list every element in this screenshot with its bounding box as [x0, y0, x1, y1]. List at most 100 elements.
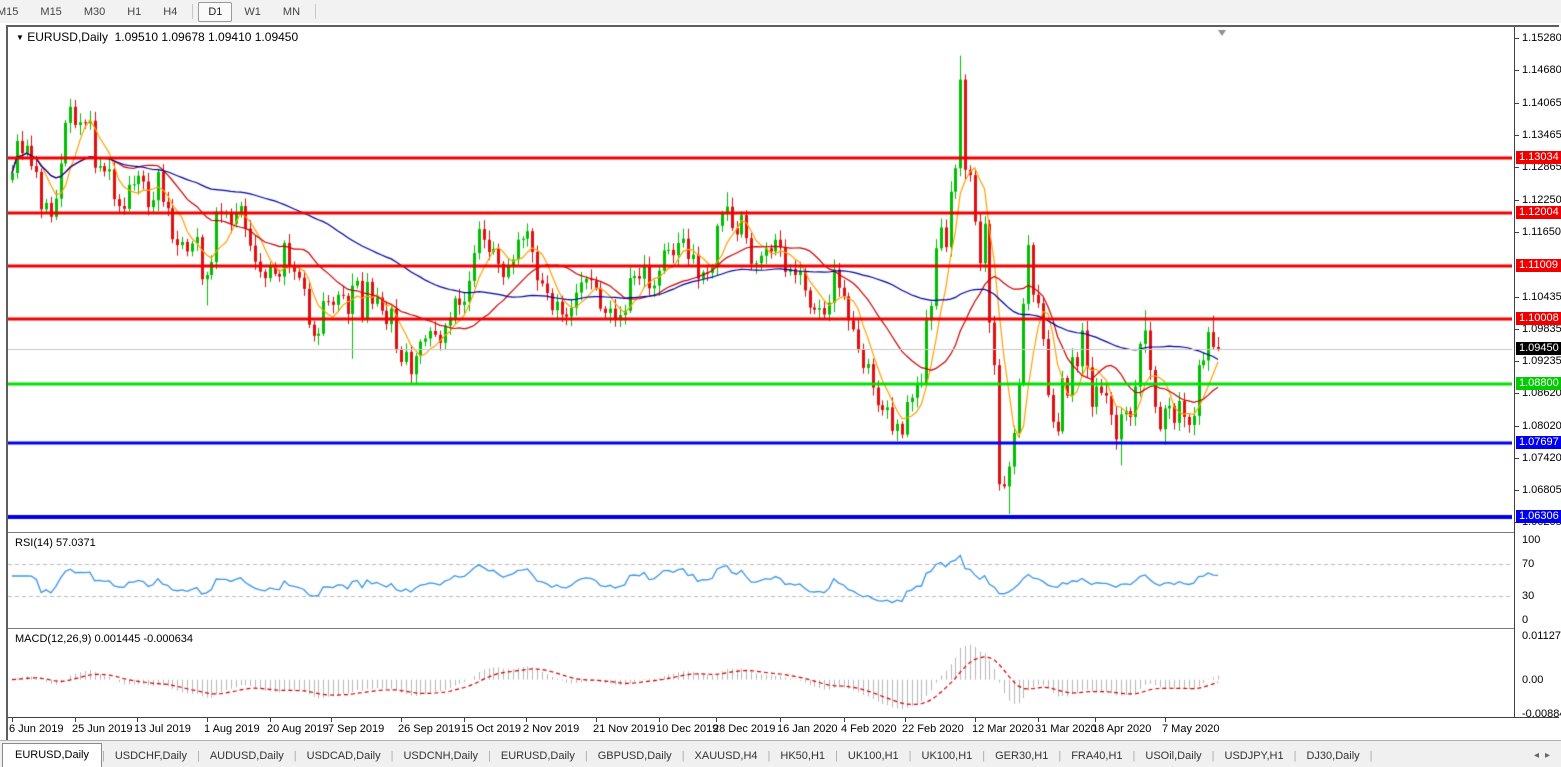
- timeframe-toolbar: M15 M15 M30 H1 H4 D1 W1 MN: [0, 0, 1561, 23]
- timeframe-button-h4[interactable]: H4: [163, 5, 178, 18]
- candlestick-chart-canvas[interactable]: [8, 27, 1512, 532]
- panel-separator[interactable]: [8, 532, 1559, 535]
- date-label: 15 Oct 2019: [461, 723, 521, 735]
- panel-separator[interactable]: [8, 628, 1559, 631]
- rsi-tick-label: 30: [1522, 590, 1535, 602]
- date-axis[interactable]: 6 Jun 2019 25 Jun 2019 13 Jul 2019 1 Aug 20…: [8, 717, 1559, 743]
- date-tick-mark: [75, 718, 76, 722]
- date-label: 4 Feb 2020: [841, 723, 897, 735]
- date-label: 16 Jan 2020: [777, 723, 838, 735]
- price-tick-mark: [1515, 232, 1519, 233]
- timeframe-button-m15[interactable]: M15: [40, 5, 62, 18]
- price-tick-mark: [1515, 167, 1519, 168]
- tab-separator: |: [293, 750, 297, 762]
- price-line-badge-106306: 1.06306: [1516, 510, 1561, 523]
- rsi-label: RSI(14) 57.0371: [15, 537, 96, 549]
- price-line-badge-112004: 1.12004: [1516, 206, 1561, 219]
- tab-separator: |: [488, 750, 491, 762]
- chart-tab-bar: EURUSD,Daily | USDCHF,Daily | AUDUSD,Daily | U…: [0, 740, 1561, 767]
- chart-tab-ger30-h1[interactable]: GER30,H1: [995, 750, 1049, 762]
- chart-tab-usoil-daily[interactable]: USOil,Daily: [1145, 750, 1202, 762]
- price-line-badge-113034: 1.13034: [1516, 151, 1561, 164]
- tab-separator: |: [982, 750, 986, 762]
- price-tick-mark: [1515, 297, 1519, 298]
- tab-separator: |: [584, 750, 588, 762]
- chart-tab-xauusd-h4[interactable]: XAUUSD,H4: [694, 750, 758, 762]
- date-label: 7 May 2020: [1162, 723, 1220, 735]
- chart-tab-hk50-h1[interactable]: HK50,H1: [780, 750, 826, 762]
- chart-tab-usdchf-daily[interactable]: USDCHF,Daily: [114, 750, 187, 762]
- tab-separator: |: [196, 750, 200, 762]
- chart-tab-audusd-daily[interactable]: AUDUSD,Daily: [209, 750, 284, 762]
- price-tick-label: 1.14680: [1522, 64, 1561, 76]
- timeframe-button-m30[interactable]: M30: [83, 5, 106, 18]
- price-tick-label: 1.09835: [1522, 323, 1561, 335]
- tab-separator: |: [1132, 750, 1136, 762]
- chevron-down-icon: ▼: [16, 33, 24, 42]
- price-tick-label: 1.11650: [1522, 226, 1561, 238]
- date-label: 10 Dec 2019: [656, 723, 719, 735]
- tab-separator: |: [390, 750, 394, 762]
- timeframe-button-w1[interactable]: W1: [244, 5, 261, 18]
- toolbar-separator: [315, 4, 317, 19]
- date-tick-mark: [137, 718, 138, 722]
- timeframe-button-h1[interactable]: H1: [127, 5, 142, 18]
- chart-symbol-label: EURUSD,Daily: [27, 30, 108, 44]
- chart-tab-eurusd-daily[interactable]: EURUSD,Daily: [2, 743, 102, 767]
- price-tick-mark: [1515, 458, 1519, 459]
- timeframe-button-m15-clipped[interactable]: M15: [0, 5, 19, 18]
- date-tick-mark: [659, 718, 660, 722]
- tab-scroll-right-icon[interactable]: ▸: [1544, 750, 1550, 761]
- price-tick-mark: [1515, 490, 1519, 491]
- price-line-badge-111009: 1.11009: [1516, 259, 1561, 272]
- price-tick-mark: [1515, 135, 1519, 136]
- chart-tab-eurusd-daily[interactable]: EURUSD,Daily: [500, 750, 575, 762]
- tab-scroll-left-icon[interactable]: ◂: [1533, 750, 1539, 761]
- price-tick-label: 1.15280: [1522, 32, 1561, 44]
- chart-tab-dj30-daily[interactable]: DJ30,Daily: [1306, 750, 1360, 762]
- timeframe-button-d1[interactable]: D1: [198, 1, 233, 22]
- date-tick-mark: [844, 718, 845, 722]
- date-label: 12 Mar 2020: [972, 723, 1034, 735]
- date-label: 18 Apr 2020: [1092, 723, 1152, 735]
- tab-separator: |: [1211, 750, 1215, 762]
- price-tick-mark: [1515, 361, 1519, 362]
- chart-tab-uk100-h1[interactable]: UK100,H1: [921, 750, 973, 762]
- date-label: 7 Sep 2019: [328, 723, 385, 735]
- chart-tab-usdcad-daily[interactable]: USDCAD,Daily: [306, 750, 381, 762]
- macd-label: MACD(12,26,9) 0.001445 -0.000634: [15, 633, 193, 645]
- chart-tab-usdcnh-daily[interactable]: USDCNH,Daily: [403, 750, 479, 762]
- date-tick-mark: [1095, 718, 1096, 722]
- date-tick-mark: [12, 718, 13, 722]
- rsi-tick-label: 0: [1522, 614, 1529, 626]
- tab-separator: |: [1369, 750, 1373, 762]
- macd-indicator-canvas[interactable]: [8, 630, 1512, 719]
- price-line-badge-108800: 1.08800: [1516, 377, 1561, 390]
- tab-separator: |: [101, 750, 105, 762]
- tab-scroll-arrows: ◂ ▸: [1531, 750, 1561, 767]
- tab-separator: |: [681, 750, 685, 762]
- timeframe-button-mn[interactable]: MN: [282, 5, 301, 18]
- date-label: 28 Dec 2019: [713, 723, 776, 735]
- tab-separator: |: [908, 750, 912, 762]
- chart-tab-gbpusd-daily[interactable]: GBPUSD,Daily: [597, 750, 672, 762]
- price-tick-label: 1.08620: [1522, 387, 1561, 399]
- toolbar-separator: [192, 4, 194, 19]
- chart-tab-fra40-h1[interactable]: FRA40,H1: [1071, 750, 1123, 762]
- chart-tab-usdjpy-h1[interactable]: USDJPY,H1: [1224, 750, 1284, 762]
- chart-window: ▼ EURUSD,Daily 1.09510 1.09678 1.09410 1…: [6, 25, 1561, 743]
- price-line-badge-107697: 1.07697: [1516, 436, 1561, 449]
- price-tick-mark: [1515, 38, 1519, 39]
- date-tick-mark: [401, 718, 402, 722]
- macd-tick-label: 0.00: [1522, 674, 1544, 686]
- date-label: 13 Jul 2019: [134, 723, 191, 735]
- date-tick-mark: [270, 718, 271, 722]
- date-label: 22 Feb 2020: [902, 723, 964, 735]
- price-tick-label: 1.13465: [1522, 129, 1561, 141]
- rsi-indicator-canvas[interactable]: [8, 534, 1512, 628]
- macd-tick-label: 0.011277: [1522, 630, 1561, 642]
- date-label: 21 Nov 2019: [593, 723, 656, 735]
- date-tick-mark: [716, 718, 717, 722]
- chart-tab-uk100-h1[interactable]: UK100,H1: [847, 750, 899, 762]
- price-axis[interactable]: 1.15280 1.14680 1.14065 1.13465 1.12865 1.122…: [1514, 27, 1561, 720]
